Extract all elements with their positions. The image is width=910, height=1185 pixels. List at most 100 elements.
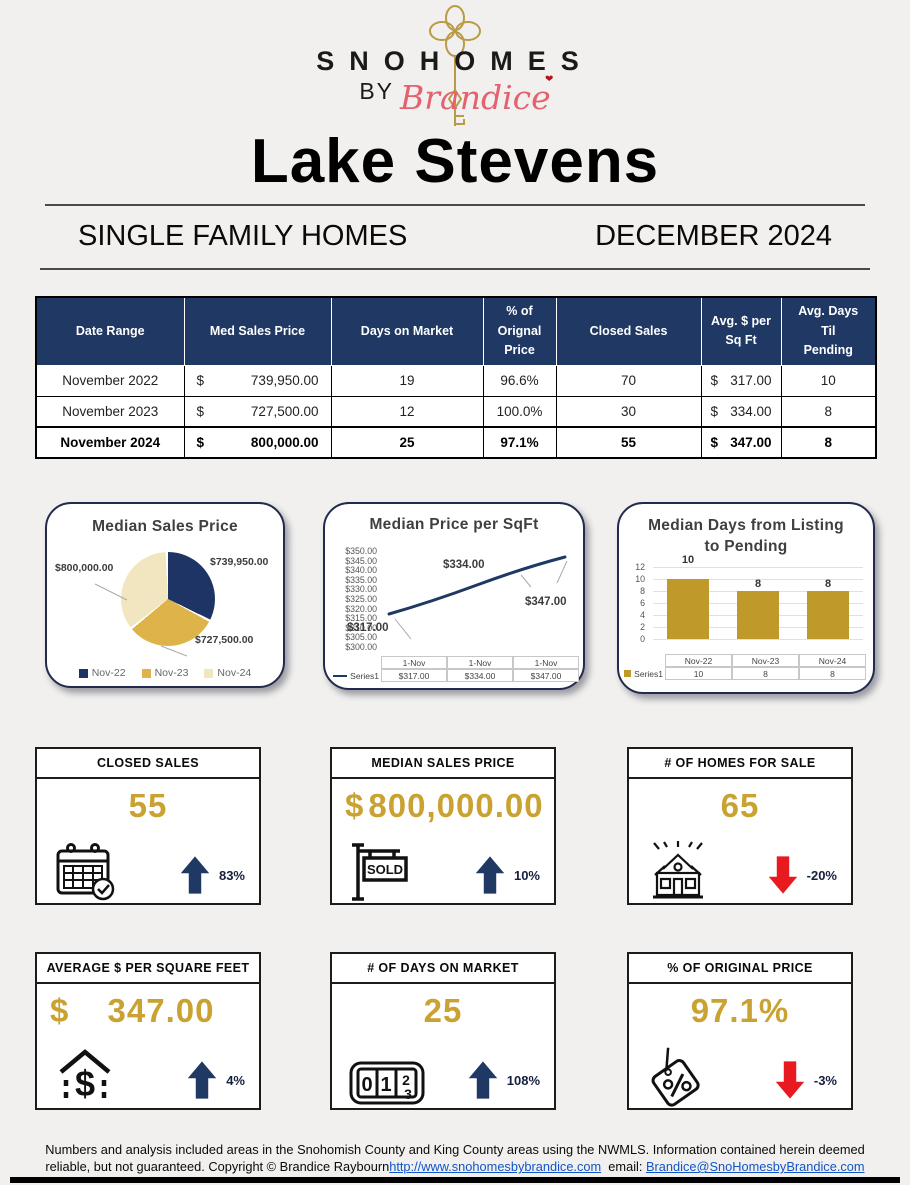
col-header-date-range: Date Range	[36, 297, 185, 366]
pie-label-nov24: $800,000.00	[55, 562, 114, 574]
bar-value-label: 8	[824, 578, 832, 590]
market-summary-table: Date Range Med Sales Price Days on Marke…	[35, 296, 877, 459]
data-table-header: 1-Nov	[447, 656, 513, 669]
cell-days-til-pending: 10	[780, 364, 877, 397]
divider	[40, 268, 870, 270]
house-icon	[653, 841, 703, 899]
trend-up-arrow-icon	[180, 856, 210, 894]
trend-indicator: 10%	[474, 855, 540, 895]
stat-card-value: $800,000.00	[345, 787, 544, 824]
trend-percent: 83%	[218, 867, 245, 883]
brand-name: SNOHOMES	[316, 46, 594, 76]
stat-card-closed-sales: CLOSED SALES 55 83%	[35, 747, 261, 905]
median-sales-price-chart-card: Median Sales Price $800,000.00 $739,950.…	[45, 502, 285, 688]
pie-label-nov23: $727,500.00	[195, 634, 254, 646]
series-label: Series1	[634, 668, 663, 679]
col-header-med-sales-price: Med Sales Price	[183, 297, 332, 366]
cell-med-price: $727,500.00	[183, 395, 332, 428]
trend-up-arrow-icon	[468, 1061, 497, 1099]
median-price-per-sqft-chart-card: Median Price per SqFt $350.00 $345.00 $34…	[323, 502, 585, 690]
data-table-value: $347.00	[513, 669, 579, 682]
stat-card-value: $347.00	[50, 992, 215, 1029]
trend-indicator: 83%	[179, 855, 245, 895]
bottom-border-bar	[10, 1177, 900, 1183]
heart-accent-icon: ❤	[545, 74, 554, 85]
series-label: Series1	[350, 670, 379, 681]
bar-value-label: 10	[681, 554, 695, 566]
line-chart-y-axis: $350.00 $345.00 $340.00 $335.00 $330.00 $32…	[345, 546, 377, 652]
svg-text:2: 2	[402, 1072, 410, 1088]
bar-nov24	[807, 591, 849, 639]
bar-chart-data-table: Nov-22 Nov-23 Nov-24 Series1 10 8 8	[623, 654, 866, 680]
trend-indicator: -3%	[774, 1060, 837, 1100]
trend-percent: 108%	[506, 1072, 540, 1088]
chart-title: Median Price per SqFt	[369, 516, 539, 533]
col-header-avg-per-sqft: Avg. $ per Sq Ft	[700, 297, 782, 366]
trend-indicator: -20%	[767, 855, 837, 895]
cell-days-on-market: 12	[330, 395, 484, 428]
stat-card-median-sales-price: MEDIAN SALES PRICE $800,000.00 SOLD 10%	[330, 747, 556, 905]
table-row: November 2023 $727,500.00 12 100.0% 30 $…	[35, 395, 877, 428]
table-row: November 2022 $739,950.00 19 96.6% 70 $3…	[35, 364, 877, 397]
line-label-334: $334.00	[443, 559, 485, 571]
email-link[interactable]: Brandice@SnoHomesbyBrandice.com	[646, 1159, 865, 1175]
sold-sign-icon: SOLD	[352, 843, 408, 901]
pie-legend: Nov-22 Nov-23 Nov-24	[47, 667, 283, 679]
svg-text:1: 1	[380, 1074, 391, 1096]
cell-closed-sales: 30	[555, 395, 702, 428]
stat-card-value: 65	[720, 787, 760, 824]
cell-pct-original: 100.0%	[482, 395, 557, 428]
brand-logo: SNOHOMES BY Brandice ❤	[0, 4, 910, 132]
data-table-value: 10	[665, 667, 732, 680]
cell-days-til-pending: 8	[780, 426, 877, 459]
trend-down-arrow-icon	[775, 1061, 805, 1099]
subtitle-property-type: SINGLE FAMILY HOMES	[78, 220, 408, 252]
page-title: Lake Stevens	[250, 127, 660, 196]
bar-chart-plot: 10 8 8	[653, 554, 863, 640]
calendar-check-icon	[56, 843, 115, 901]
data-table-header: 1-Nov	[381, 656, 447, 669]
pie-label-nov22: $739,950.00	[210, 556, 269, 568]
stat-card-value: 25	[423, 992, 463, 1029]
trend-down-arrow-icon	[768, 856, 797, 894]
trend-indicator: 108%	[467, 1060, 540, 1100]
subtitle-report-month: DECEMBER 2024	[595, 220, 832, 252]
cell-med-price: $800,000.00	[183, 426, 332, 459]
cell-avg-sqft: $347.00	[700, 426, 782, 459]
cell-closed-sales: 70	[555, 364, 702, 397]
divider	[45, 204, 865, 206]
table-header-row: Date Range Med Sales Price Days on Marke…	[36, 297, 876, 366]
disclaimer-text-line2: reliable, but not guaranteed. Copyright …	[45, 1159, 390, 1175]
trend-percent: -20%	[806, 867, 837, 883]
cell-date-range: November 2024	[35, 426, 185, 459]
discount-tag-icon	[651, 1047, 700, 1107]
cell-med-price: $739,950.00	[183, 364, 332, 397]
chart-title: Median Sales Price	[92, 518, 238, 535]
line-label-317: $317.00	[347, 622, 389, 634]
svg-text:SOLD: SOLD	[367, 862, 403, 877]
trend-percent: -3%	[813, 1072, 837, 1088]
key-icon	[429, 5, 481, 126]
legend-swatch-nov23	[141, 668, 151, 678]
cell-avg-sqft: $334.00	[700, 395, 782, 428]
website-link[interactable]: http://www.snohomesbybrandice.com	[389, 1159, 602, 1175]
brand-by: BY	[359, 78, 395, 104]
cell-date-range: November 2023	[35, 395, 185, 428]
legend-label: Nov-24	[217, 667, 252, 679]
data-table-header: 1-Nov	[513, 656, 579, 669]
cell-days-on-market: 19	[330, 364, 484, 397]
cell-date-range: November 2022	[35, 364, 185, 397]
trend-up-arrow-icon	[187, 1061, 217, 1099]
chart-title: Median Days from Listing to Pending	[648, 517, 844, 555]
pie-chart	[121, 552, 215, 646]
stat-card-value: 97.1%	[690, 992, 790, 1029]
svg-text:$: $	[75, 1063, 95, 1104]
stat-card-title: # OF DAYS ON MARKET	[332, 954, 554, 984]
data-table-header: Nov-22	[665, 654, 732, 667]
stat-card-title: AVERAGE $ PER SQUARE FEET	[37, 954, 259, 984]
stat-card-value: 55	[128, 787, 168, 824]
line-label-347: $347.00	[525, 596, 567, 608]
trend-percent: 4%	[226, 1072, 245, 1088]
legend-swatch-nov22	[78, 668, 88, 678]
data-table-value: $334.00	[447, 669, 513, 682]
